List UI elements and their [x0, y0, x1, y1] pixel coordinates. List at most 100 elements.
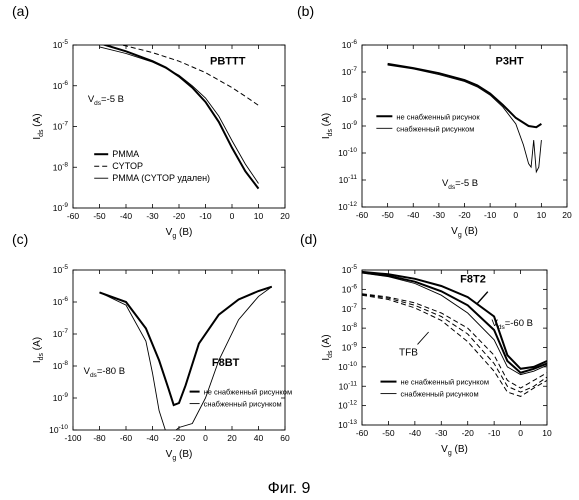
x-tick-label: -30 [433, 210, 446, 220]
x-tick-label: -30 [435, 428, 448, 438]
x-tick-label: 0 [230, 211, 235, 221]
legend-label: снабженный рисунком [396, 124, 474, 133]
chart-title: F8T2 [460, 273, 486, 285]
legend-label: снабженный рисунком [204, 400, 282, 409]
y-tick-label: 10-7 [342, 66, 358, 77]
x-tick-label: -20 [458, 210, 471, 220]
tfb-arrow [418, 332, 429, 344]
series-line [100, 287, 272, 433]
y-tick-label: 10-7 [53, 121, 69, 132]
x-tick-label: -50 [93, 211, 106, 221]
x-tick-label: 10 [542, 428, 552, 438]
x-tick-label: 0 [513, 210, 518, 220]
legend-label: не снабженный рисунок [396, 112, 480, 121]
x-tick-label: -40 [407, 210, 420, 220]
y-tick-label: 10-8 [342, 322, 358, 333]
x-tick-label: -60 [67, 211, 80, 221]
vds-annotation: Vds=-60 B [492, 318, 533, 331]
x-tick-label: -100 [64, 433, 81, 443]
tfb-label: TFB [399, 347, 418, 358]
x-tick-label: 60 [280, 433, 290, 443]
x-tick-label: 20 [562, 210, 572, 220]
y-tick-label: 10-9 [342, 120, 358, 131]
x-tick-label: 0 [518, 428, 523, 438]
chart-panel: (b) -60 -50 -40 -30 -20 -10 0 10 20 10-12 10-11 10-1… [297, 3, 572, 239]
plot-frame [362, 270, 547, 425]
y-tick-label: 10-5 [53, 264, 69, 275]
legend-label: PMMA (CYTOP удален) [112, 173, 210, 183]
chart-title: F8BT [212, 357, 240, 369]
y-tick-label: 10-5 [53, 39, 69, 50]
y-tick-label: 10-5 [342, 264, 358, 275]
y-tick-label: 10-8 [342, 93, 358, 104]
chart-panel: (a)-60-50-40-30-20-100102010-910-810-710… [12, 3, 290, 240]
y-tick-label: 10-10 [338, 147, 357, 158]
x-tick-label: -40 [146, 433, 159, 443]
x-tick-label: -40 [409, 428, 422, 438]
x-axis-label: Vg (B) [451, 226, 478, 239]
x-axis-label: Vg (B) [166, 449, 193, 462]
chart-title: PBTTT [210, 56, 246, 68]
y-tick-label: 10-11 [339, 174, 358, 185]
y-axis-label: Ids (A) [32, 337, 45, 363]
y-axis-label: Ids (A) [321, 334, 334, 360]
legend-label: не снабженный рисунком [401, 378, 490, 387]
vds-annotation: Vds=-5 B [442, 178, 478, 191]
legend-label: снабженный рисунком [401, 390, 479, 399]
chart-title: P3HT [496, 55, 524, 67]
x-tick-label: -50 [381, 210, 394, 220]
x-tick-label: -20 [462, 428, 475, 438]
x-axis-label: Vg (B) [441, 444, 468, 457]
x-tick-label: 20 [280, 211, 290, 221]
x-tick-label: -20 [173, 211, 186, 221]
y-tick-label: 10-7 [53, 328, 69, 339]
y-tick-label: 10-6 [342, 39, 358, 50]
x-tick-label: 40 [254, 433, 264, 443]
x-tick-label: -10 [484, 210, 497, 220]
y-tick-label: 10-13 [338, 419, 357, 430]
x-tick-label: -60 [356, 210, 369, 220]
legend-label: CYTOP [112, 161, 143, 171]
panel-label: (c) [12, 231, 28, 247]
x-axis-label: Vg (B) [166, 227, 193, 240]
x-tick-label: -60 [356, 428, 369, 438]
vds-annotation: Vds=-5 B [88, 94, 124, 107]
x-tick-label: -50 [382, 428, 395, 438]
chart-panel: (d) -60 -50 -40 -30 -20 -10 0 10 10-13 10-12 10-11 1… [300, 231, 552, 457]
y-axis-label: Ids (A) [32, 113, 45, 139]
panel-label: (d) [300, 231, 317, 247]
x-tick-label: -10 [488, 428, 501, 438]
figure-caption: Фиг. 9 [268, 480, 311, 497]
y-tick-label: 10-6 [342, 283, 358, 294]
x-tick-label: -60 [120, 433, 133, 443]
vds-annotation: Vds=-80 B [84, 366, 125, 379]
plot-frame [73, 45, 285, 208]
x-tick-label: 0 [203, 433, 208, 443]
y-tick-label: 10-12 [338, 400, 357, 411]
panel-label: (b) [297, 3, 314, 19]
x-tick-label: -10 [199, 211, 212, 221]
x-tick-label: -20 [173, 433, 186, 443]
y-tick-label: 10-8 [53, 161, 69, 172]
x-tick-label: -30 [146, 211, 159, 221]
x-tick-label: 10 [254, 211, 264, 221]
panel-label: (a) [12, 3, 29, 19]
legend-label: не снабженный рисунком [204, 388, 293, 397]
y-tick-label: 10-9 [53, 392, 69, 403]
f8t2-arrow [477, 292, 488, 304]
x-tick-label: 10 [537, 210, 547, 220]
chart-panel: (c)-100-80-60-40-20020406010-1010-910-81… [12, 231, 292, 462]
y-tick-label: 10-11 [339, 380, 358, 391]
y-tick-label: 10-6 [53, 296, 69, 307]
x-tick-label: 20 [227, 433, 237, 443]
y-axis-label: Ids (A) [321, 113, 334, 139]
y-tick-label: 10-12 [338, 201, 357, 212]
y-tick-label: 10-9 [342, 342, 358, 353]
x-tick-label: -80 [93, 433, 106, 443]
y-tick-label: 10-8 [53, 360, 69, 371]
y-tick-label: 10-6 [53, 80, 69, 91]
y-tick-label: 10-7 [342, 303, 358, 314]
x-tick-label: -40 [120, 211, 133, 221]
y-tick-label: 10-10 [338, 361, 357, 372]
